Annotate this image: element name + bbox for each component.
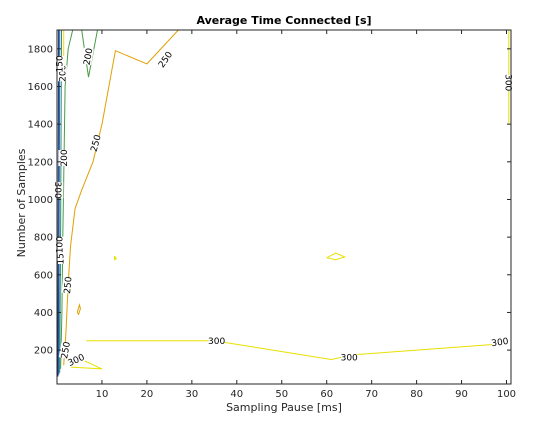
contour-label: 300 [341, 354, 358, 364]
y-tick-label: 1000 [28, 195, 53, 206]
contour-label: 100 [56, 236, 66, 253]
contour-label: 300 [491, 337, 510, 349]
contour-label: 200 [60, 149, 70, 166]
contour-line-300 [86, 340, 507, 361]
contour-line-250 [63, 30, 179, 366]
contour-label: 250 [63, 276, 74, 294]
y-tick-label: 1800 [28, 44, 53, 55]
x-tick-label: 10 [96, 389, 109, 400]
contour-line-250 [76, 302, 81, 316]
contour-label: 300 [502, 74, 512, 91]
x-tick-label: 70 [365, 389, 378, 400]
x-tick-label: 50 [275, 389, 288, 400]
x-tick-label: 40 [230, 389, 243, 400]
contour-line-300 [326, 252, 347, 261]
x-tick-label: 80 [410, 389, 423, 400]
plot-frame [56, 29, 512, 385]
x-tick-label: 100 [497, 389, 516, 400]
contour-label: 250 [90, 134, 104, 153]
y-axis-label: Number of Samples [15, 148, 28, 257]
chart-title: Average Time Connected [s] [196, 14, 371, 27]
x-tick-label: 20 [141, 389, 154, 400]
y-tick-label: 400 [34, 308, 53, 319]
contour-label: 250 [157, 50, 175, 70]
contour-line-300 [114, 255, 118, 261]
x-tick-label: 60 [320, 389, 333, 400]
contour-line-200 [60, 30, 74, 369]
y-tick-label: 1600 [28, 82, 53, 93]
x-tick-label: 90 [455, 389, 468, 400]
contour-label-layer: 3003003003003003002502502502502002002001… [52, 47, 514, 369]
tick-layer: 10 20 30 40 50 60 70 80 90 100 200 400 600 800 1000 120… [28, 30, 516, 400]
contour-label: 150 [57, 247, 67, 264]
x-tick-label: 30 [185, 389, 198, 400]
y-tick-label: 1200 [28, 157, 53, 168]
contour-label: 300 [208, 337, 225, 347]
y-tick-label: 800 [34, 233, 53, 244]
y-tick-label: 1400 [28, 120, 53, 131]
contour-label: 200 [58, 64, 68, 81]
contour-layer [57, 30, 510, 377]
contour-label: 200 [83, 47, 96, 66]
y-tick-label: 200 [34, 346, 53, 357]
x-axis-label: Sampling Pause [ms] [226, 401, 342, 414]
contour-line-50 [57, 30, 60, 377]
contour-line-100 [58, 30, 61, 375]
y-tick-label: 600 [34, 270, 53, 281]
contour-label: 150 [56, 55, 66, 72]
contour-label: 250 [60, 341, 73, 360]
contour-line-200 [81, 30, 98, 78]
